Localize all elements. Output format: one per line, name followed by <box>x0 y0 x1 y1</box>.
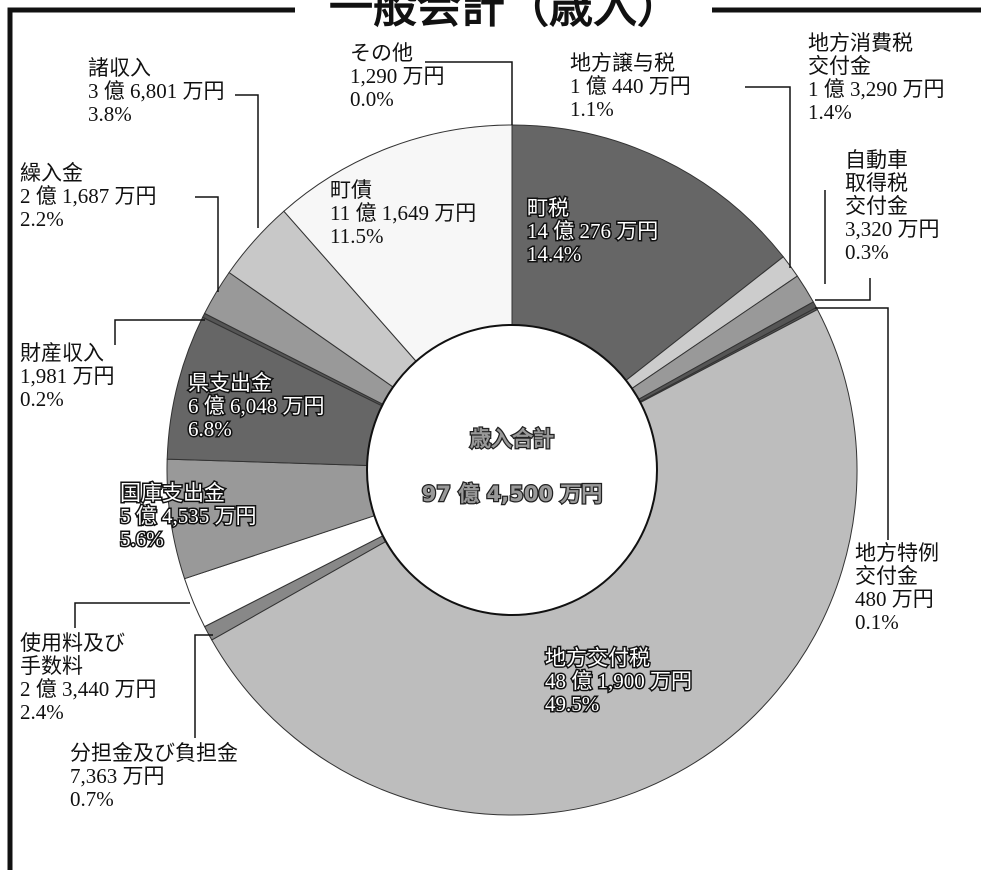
leader-line <box>425 61 513 125</box>
slice-label: 国庫支出金 <box>120 481 225 505</box>
leader-line <box>745 86 791 268</box>
slice-amount: 6 億 6,048 万円 <box>188 394 325 418</box>
slice-amount: 2 億 3,440 万円 <box>20 677 157 701</box>
slice-amount: 1 億 3,290 万円 <box>808 77 945 101</box>
slice-amount: 14 億 276 万円 <box>527 219 658 243</box>
leader-line <box>194 634 213 738</box>
slice-label: 町債 <box>330 178 372 202</box>
slice-value-label: 0.7% <box>70 787 114 811</box>
slice-label: 繰入金 <box>20 161 83 185</box>
slice-amount: 2 億 1,687 万円 <box>20 184 157 208</box>
leader-line <box>815 307 889 540</box>
slice-value-label: 11.5% <box>330 224 383 248</box>
slice-value-label: 2.4% <box>20 700 64 724</box>
slice-amount: 3 億 6,801 万円 <box>88 79 225 103</box>
slice-value-label: 49.5% <box>545 692 599 716</box>
slice-label: 県支出金 <box>188 371 272 395</box>
slice-value-label: 1.4% <box>808 100 852 124</box>
leader-line <box>815 278 871 301</box>
center-total: 97 億 4,500 万円 <box>422 482 603 506</box>
slice-amount: 1,981 万円 <box>20 364 115 388</box>
frame <box>7 7 981 870</box>
slice-amount: 1,290 万円 <box>350 64 445 88</box>
slice-value-label: 0.2% <box>20 387 64 411</box>
slice-value-label: 14.4% <box>527 242 581 266</box>
slice-label: 諸収入 <box>88 56 151 80</box>
leader-line <box>114 319 205 345</box>
slice-value-label: 1.1% <box>570 97 614 121</box>
slice-value-label: 0.0% <box>350 87 394 111</box>
slice-amount: 5 億 4,535 万円 <box>120 504 257 528</box>
slice-label: 使用料及び手数料 <box>20 631 125 678</box>
slice-value-label: 0.3% <box>845 240 889 264</box>
leader-line <box>74 602 190 628</box>
slice-label: 地方交付税 <box>545 646 650 670</box>
slice-amount: 48 億 1,900 万円 <box>545 669 692 693</box>
leader-line <box>195 196 219 292</box>
slice-label: 町税 <box>527 196 569 220</box>
slice-amount: 7,363 万円 <box>70 764 165 788</box>
slice-label: 分担金及び負担金 <box>70 741 238 765</box>
slice-label: その他 <box>350 41 413 65</box>
slice-amount: 3,320 万円 <box>845 217 940 241</box>
slice-value-label: 0.1% <box>855 610 899 634</box>
slice-value-label: 6.8% <box>188 417 232 441</box>
slice-label: 財産収入 <box>20 341 104 365</box>
slice-label: 自動車取得税交付金 <box>845 148 908 218</box>
slice-value-label: 3.8% <box>88 102 132 126</box>
slice-label: 地方特例交付金 <box>855 541 939 588</box>
chart-title: 一般会計（歳入） <box>329 0 681 33</box>
leader-line <box>235 94 259 228</box>
center-title: 歳入合計 <box>470 427 554 451</box>
slice-value-label: 5.6% <box>120 527 164 551</box>
slice-value-label: 2.2% <box>20 207 64 231</box>
slice-amount: 11 億 1,649 万円 <box>330 201 476 225</box>
slice-label: 地方消費税交付金 <box>808 31 913 78</box>
donut-hole <box>366 324 658 616</box>
slice-amount: 480 万円 <box>855 587 934 611</box>
slice-label: 地方譲与税 <box>570 51 675 75</box>
slice-amount: 1 億 440 万円 <box>570 74 691 98</box>
